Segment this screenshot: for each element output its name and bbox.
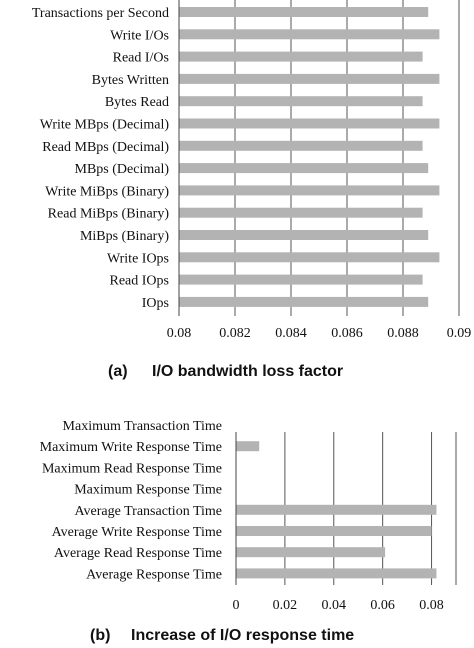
bar (179, 73, 440, 84)
tick-label: 0.086 (331, 326, 363, 341)
chart-b: Maximum Transaction Time Maximum Write Re… (40, 419, 457, 644)
category-label: Read IOps (110, 274, 170, 289)
category-label: Read MiBps (Binary) (48, 207, 170, 222)
bar (236, 526, 432, 536)
bar (236, 568, 437, 579)
chart-a-bars (179, 7, 440, 307)
chart-b-category-labels: Maximum Transaction Time Maximum Write Re… (40, 419, 222, 582)
bar (179, 163, 429, 174)
bar (179, 29, 440, 40)
bar (179, 230, 429, 240)
category-label: Write IOps (107, 251, 169, 266)
bar (179, 96, 423, 107)
bar (236, 504, 437, 515)
category-label: Write MBps (Decimal) (40, 118, 170, 133)
bar (179, 252, 440, 263)
chart-a-category-labels: Transactions per Second Write I/Os Read I/… (32, 6, 169, 311)
tick-label: 0.09 (447, 326, 472, 341)
category-label: Bytes Read (105, 95, 169, 110)
bar (236, 441, 260, 452)
category-label: MBps (Decimal) (75, 162, 170, 177)
chart-b-bars (236, 441, 437, 579)
category-label: MiBps (Binary) (80, 229, 169, 244)
category-label: Bytes Written (92, 73, 169, 88)
chart-a-tick-labels: 0.08 0.082 0.084 0.086 0.088 0.09 (167, 326, 472, 341)
chart-b-caption-title: Increase of I/O response time (131, 627, 354, 644)
bar (236, 547, 386, 558)
tick-label: 0.04 (322, 598, 347, 613)
category-label: Transactions per Second (32, 6, 169, 21)
bar (179, 51, 423, 62)
tick-label: 0.06 (370, 598, 395, 613)
category-label: Read MBps (Decimal) (42, 140, 169, 155)
category-label: Average Transaction Time (74, 504, 222, 519)
category-label: Average Write Response Time (52, 525, 222, 540)
tick-label: 0.088 (387, 326, 419, 341)
category-label: Read I/Os (113, 51, 169, 66)
tick-label: 0.084 (275, 326, 307, 341)
category-label: IOps (142, 296, 169, 311)
bar (179, 207, 423, 218)
chart-a-caption-title: I/O bandwidth loss factor (152, 363, 343, 380)
category-label: Average Response Time (86, 567, 222, 582)
tick-label: 0 (233, 598, 240, 613)
chart-b-tick-labels: 0 0.02 0.04 0.06 0.08 (233, 598, 444, 613)
category-label: Maximum Response Time (74, 483, 222, 498)
bar (179, 7, 429, 17)
chart-a-caption-label: (a) (108, 363, 128, 380)
tick-label: 0.08 (167, 326, 192, 341)
tick-label: 0.02 (273, 598, 298, 613)
bar (179, 274, 423, 285)
chart-a-gridlines (234, 0, 460, 316)
tick-label: 0.082 (219, 326, 251, 341)
bar (179, 185, 440, 196)
chart-b-caption-label: (b) (90, 627, 110, 644)
bar (179, 118, 440, 129)
category-label: Write I/Os (110, 28, 169, 43)
bar (179, 296, 429, 307)
bar (179, 140, 423, 151)
category-label: Maximum Write Response Time (40, 440, 222, 455)
category-label: Average Read Response Time (54, 546, 222, 561)
category-label: Maximum Read Response Time (42, 461, 222, 476)
tick-label: 0.08 (419, 598, 444, 613)
category-label: Write MiBps (Binary) (45, 184, 169, 199)
category-label: Maximum Transaction Time (63, 419, 222, 434)
chart-a: Transactions per Second Write I/Os Read I/… (32, 0, 471, 380)
